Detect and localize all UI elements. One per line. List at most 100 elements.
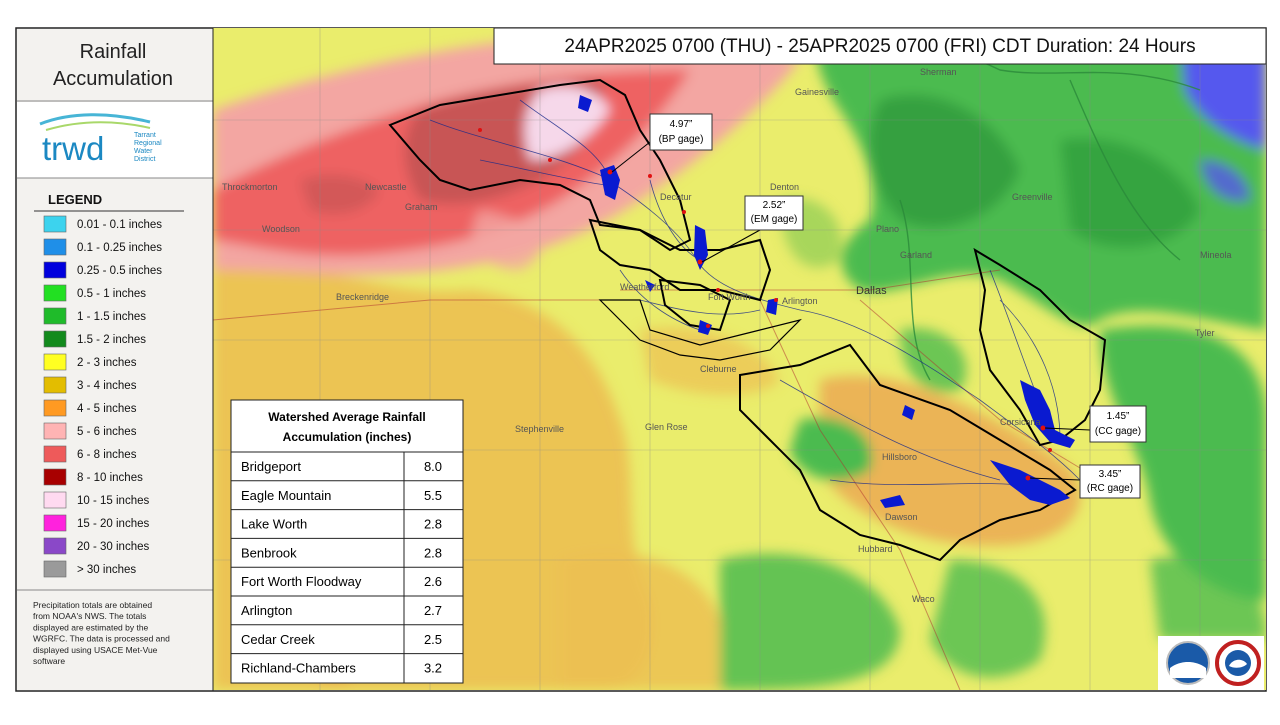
legend-label: 0.5 - 1 inches <box>77 288 146 300</box>
place: Fort Worth <box>708 292 750 302</box>
legend-label: 0.1 - 0.25 inches <box>77 242 162 254</box>
place: Dawson <box>885 512 918 522</box>
legend-label: 6 - 8 inches <box>77 449 137 461</box>
header-box <box>493 27 1267 65</box>
logo-org: Water <box>134 148 153 155</box>
table-name: Bridgeport <box>241 459 301 474</box>
callout-value: 1.45” <box>1107 411 1130 422</box>
table-value: 2.6 <box>424 574 442 589</box>
table-name: Lake Worth <box>241 517 307 532</box>
logo-org: Regional <box>134 140 162 147</box>
table-title: Accumulation (inches) <box>283 430 412 444</box>
legend-swatch <box>43 215 67 233</box>
table-value: 2.8 <box>424 517 442 532</box>
legend-swatch <box>43 422 67 440</box>
place: Graham <box>405 202 438 212</box>
legend-swatch <box>43 261 67 279</box>
callout-gage: (EM gage) <box>751 214 798 225</box>
legend-swatch <box>43 353 67 371</box>
place: Newcastle <box>365 182 407 192</box>
sidebar-title: Accumulation <box>53 68 173 90</box>
table-name: Eagle Mountain <box>241 488 331 503</box>
place: Mineola <box>1200 250 1232 260</box>
legend-label: 1.5 - 2 inches <box>77 334 146 346</box>
callout-gage: (RC gage) <box>1087 483 1133 494</box>
place-labels: Dallas Garland Plano Arlington Fort Wort… <box>222 67 1232 604</box>
place: Hubbard <box>858 544 893 554</box>
legend-label: 0.01 - 0.1 inches <box>77 219 162 231</box>
place: Weatherford <box>620 282 669 292</box>
place: Breckenridge <box>336 292 389 302</box>
table-value: 8.0 <box>424 459 442 474</box>
legend-label: 2 - 3 inches <box>77 357 137 369</box>
sidebar: Rainfall Accumulation trwd Tarrant Regio… <box>17 29 213 690</box>
note-line: displayed are estimated by the <box>33 622 149 632</box>
legend-swatch <box>43 560 67 578</box>
sidebar-title: Rainfall <box>80 41 147 63</box>
legend-title: LEGEND <box>48 192 102 207</box>
place: Glen Rose <box>645 422 688 432</box>
place: Garland <box>900 250 932 260</box>
table-name: Fort Worth Floodway <box>241 574 362 589</box>
table-name: Arlington <box>241 603 292 618</box>
place: Stephenville <box>515 424 564 434</box>
note-line: Precipitation totals are obtained <box>33 600 152 610</box>
legend-label: 0.25 - 0.5 inches <box>77 265 162 277</box>
legend-label: 4 - 5 inches <box>77 403 137 415</box>
place: Hillsboro <box>882 452 917 462</box>
legend-label: 5 - 6 inches <box>77 426 137 438</box>
legend-swatch <box>43 445 67 463</box>
legend-label: > 30 inches <box>77 564 136 576</box>
table-value: 5.5 <box>424 488 442 503</box>
table-value: 2.8 <box>424 545 442 560</box>
place: Waco <box>912 594 935 604</box>
place: Denton <box>770 182 799 192</box>
callout-value: 4.97” <box>670 119 693 130</box>
place: Tyler <box>1195 328 1215 338</box>
place: Cleburne <box>700 364 737 374</box>
table-value: 2.5 <box>424 632 442 647</box>
callout-value: 3.45” <box>1099 469 1122 480</box>
note-line: software <box>33 656 65 666</box>
place: Plano <box>876 224 899 234</box>
legend-label: 3 - 4 inches <box>77 380 137 392</box>
legend-swatch <box>43 537 67 555</box>
rainfall-table: Watershed Average Rainfall Accumulation … <box>230 399 464 684</box>
callout-value: 2.52” <box>763 200 786 211</box>
legend-swatch <box>43 376 67 394</box>
table-value: 2.7 <box>424 603 442 618</box>
place: Arlington <box>782 296 818 306</box>
note-line: WGRFC. The data is processed and <box>33 634 170 644</box>
place: Decatur <box>660 192 692 202</box>
note-line: displayed using USACE Met-Vue <box>33 645 158 655</box>
place: Gainesville <box>795 87 839 97</box>
logo-org: District <box>134 156 155 163</box>
place: Sherman <box>920 67 957 77</box>
place: Dallas <box>856 285 887 297</box>
legend: 0.01 - 0.1 inches 0.1 - 0.25 inches 0.25 -… <box>43 215 162 578</box>
table-name: Cedar Creek <box>241 632 315 647</box>
logo-org: Tarrant <box>134 132 156 139</box>
logo-name: trwd <box>42 130 104 167</box>
legend-label: 10 - 15 inches <box>77 495 149 507</box>
agency-logos <box>1158 636 1264 690</box>
legend-label: 15 - 20 inches <box>77 518 149 530</box>
note-line: from NOAA's NWS. The totals <box>33 611 146 621</box>
legend-swatch <box>43 284 67 302</box>
callout-gage: (CC gage) <box>1095 426 1141 437</box>
legend-swatch <box>43 399 67 417</box>
legend-swatch <box>43 468 67 486</box>
place: Corsicana <box>1000 417 1041 427</box>
place: Greenville <box>1012 192 1053 202</box>
callouts: 4.97” (BP gage) 2.52” (EM gage) 1.45” (C… <box>611 113 1147 499</box>
legend-swatch <box>43 491 67 509</box>
legend-label: 20 - 30 inches <box>77 541 149 553</box>
table-name: Richland-Chambers <box>241 661 356 676</box>
table-name: Benbrook <box>241 545 297 560</box>
legend-label: 8 - 10 inches <box>77 472 143 484</box>
callout-gage: (BP gage) <box>659 134 704 145</box>
legend-swatch <box>43 514 67 532</box>
legend-swatch <box>43 330 67 348</box>
